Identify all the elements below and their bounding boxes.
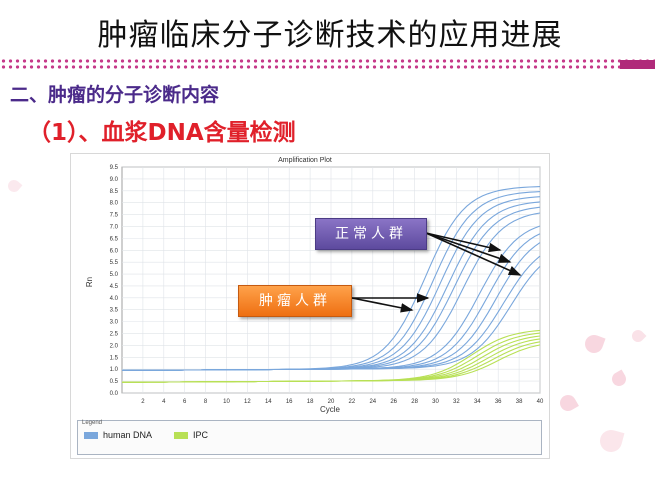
- x-axis-label: Cycle: [320, 405, 341, 414]
- y-tick-label: 4.0: [110, 296, 119, 302]
- legend-swatch-green: [174, 432, 188, 440]
- y-tick-label: 8.0: [110, 201, 119, 207]
- y-tick-label: 1.0: [110, 367, 119, 373]
- slide-title: 肿瘤临床分子诊断技术的应用进展: [97, 18, 563, 53]
- legend-label-human-dna: human DNA: [103, 430, 153, 440]
- y-tick-label: 7.5: [110, 213, 119, 219]
- x-tick-label: 26: [390, 399, 397, 405]
- x-tick-label: 30: [432, 399, 439, 405]
- legend-title: Legend: [82, 420, 103, 426]
- y-axis-label: Rn: [85, 277, 94, 287]
- x-tick-label: 16: [286, 399, 293, 405]
- section-heading: 二、肿瘤的分子诊断内容: [10, 84, 220, 106]
- callout-arrow: [351, 297, 414, 313]
- y-tick-label: 1.5: [110, 355, 119, 361]
- x-tick-label: 4: [162, 399, 166, 405]
- x-tick-label: 8: [204, 399, 208, 405]
- callout-normal-population: 正常人群: [315, 218, 427, 250]
- title-divider-dotted: [0, 58, 655, 70]
- callout-arrow: [425, 232, 522, 276]
- x-tick-label: 14: [265, 399, 272, 405]
- x-tick-label: 20: [328, 399, 335, 405]
- callout-arrow: [425, 232, 512, 263]
- callout-arrow: [425, 232, 502, 253]
- chart-legend: Legend human DNA IPC: [77, 420, 542, 455]
- x-tick-label: 24: [369, 399, 376, 405]
- x-tick-label: 22: [349, 399, 356, 405]
- y-tick-label: 6.5: [110, 236, 119, 242]
- x-tick-label: 28: [411, 399, 418, 405]
- y-tick-label: 8.5: [110, 189, 119, 195]
- section-subheading: （1）、血浆DNA含量检测: [28, 120, 296, 146]
- x-tick-label: 40: [537, 399, 544, 405]
- x-tick-label: 18: [307, 399, 314, 405]
- y-tick-label: 2.0: [110, 343, 119, 349]
- y-tick-label: 0.0: [110, 391, 119, 397]
- y-tick-label: 5.5: [110, 260, 119, 266]
- y-tick-label: 2.5: [110, 332, 119, 338]
- y-tick-label: 0.5: [110, 379, 119, 385]
- callout-tumor-population: 肿瘤人群: [238, 285, 352, 317]
- x-tick-label: 36: [495, 399, 502, 405]
- y-tick-label: 3.0: [110, 320, 119, 326]
- y-tick-label: 3.5: [110, 308, 119, 314]
- title-divider-accent: [620, 60, 655, 69]
- x-tick-label: 10: [223, 399, 230, 405]
- x-tick-label: 6: [183, 399, 187, 405]
- y-tick-label: 9.0: [110, 177, 119, 183]
- x-tick-label: 38: [516, 399, 523, 405]
- y-tick-label: 6.0: [110, 248, 119, 254]
- legend-item-human-dna: human DNA: [84, 430, 152, 440]
- y-tick-label: 5.0: [110, 272, 119, 278]
- x-tick-label: 34: [474, 399, 481, 405]
- x-tick-label: 2: [141, 399, 145, 405]
- y-tick-label: 4.5: [110, 284, 119, 290]
- series-curve-human-dna: [122, 266, 541, 371]
- y-tick-label: 9.5: [110, 165, 119, 171]
- legend-swatch-blue: [84, 432, 98, 440]
- x-tick-label: 12: [244, 399, 251, 405]
- chart-title: Amplification Plot: [278, 157, 332, 164]
- y-tick-label: 7.0: [110, 224, 119, 230]
- x-tick-label: 32: [453, 399, 460, 405]
- legend-label-ipc: IPC: [193, 430, 209, 440]
- legend-item-ipc: IPC: [174, 430, 208, 440]
- series-curve-ipc: [122, 344, 541, 383]
